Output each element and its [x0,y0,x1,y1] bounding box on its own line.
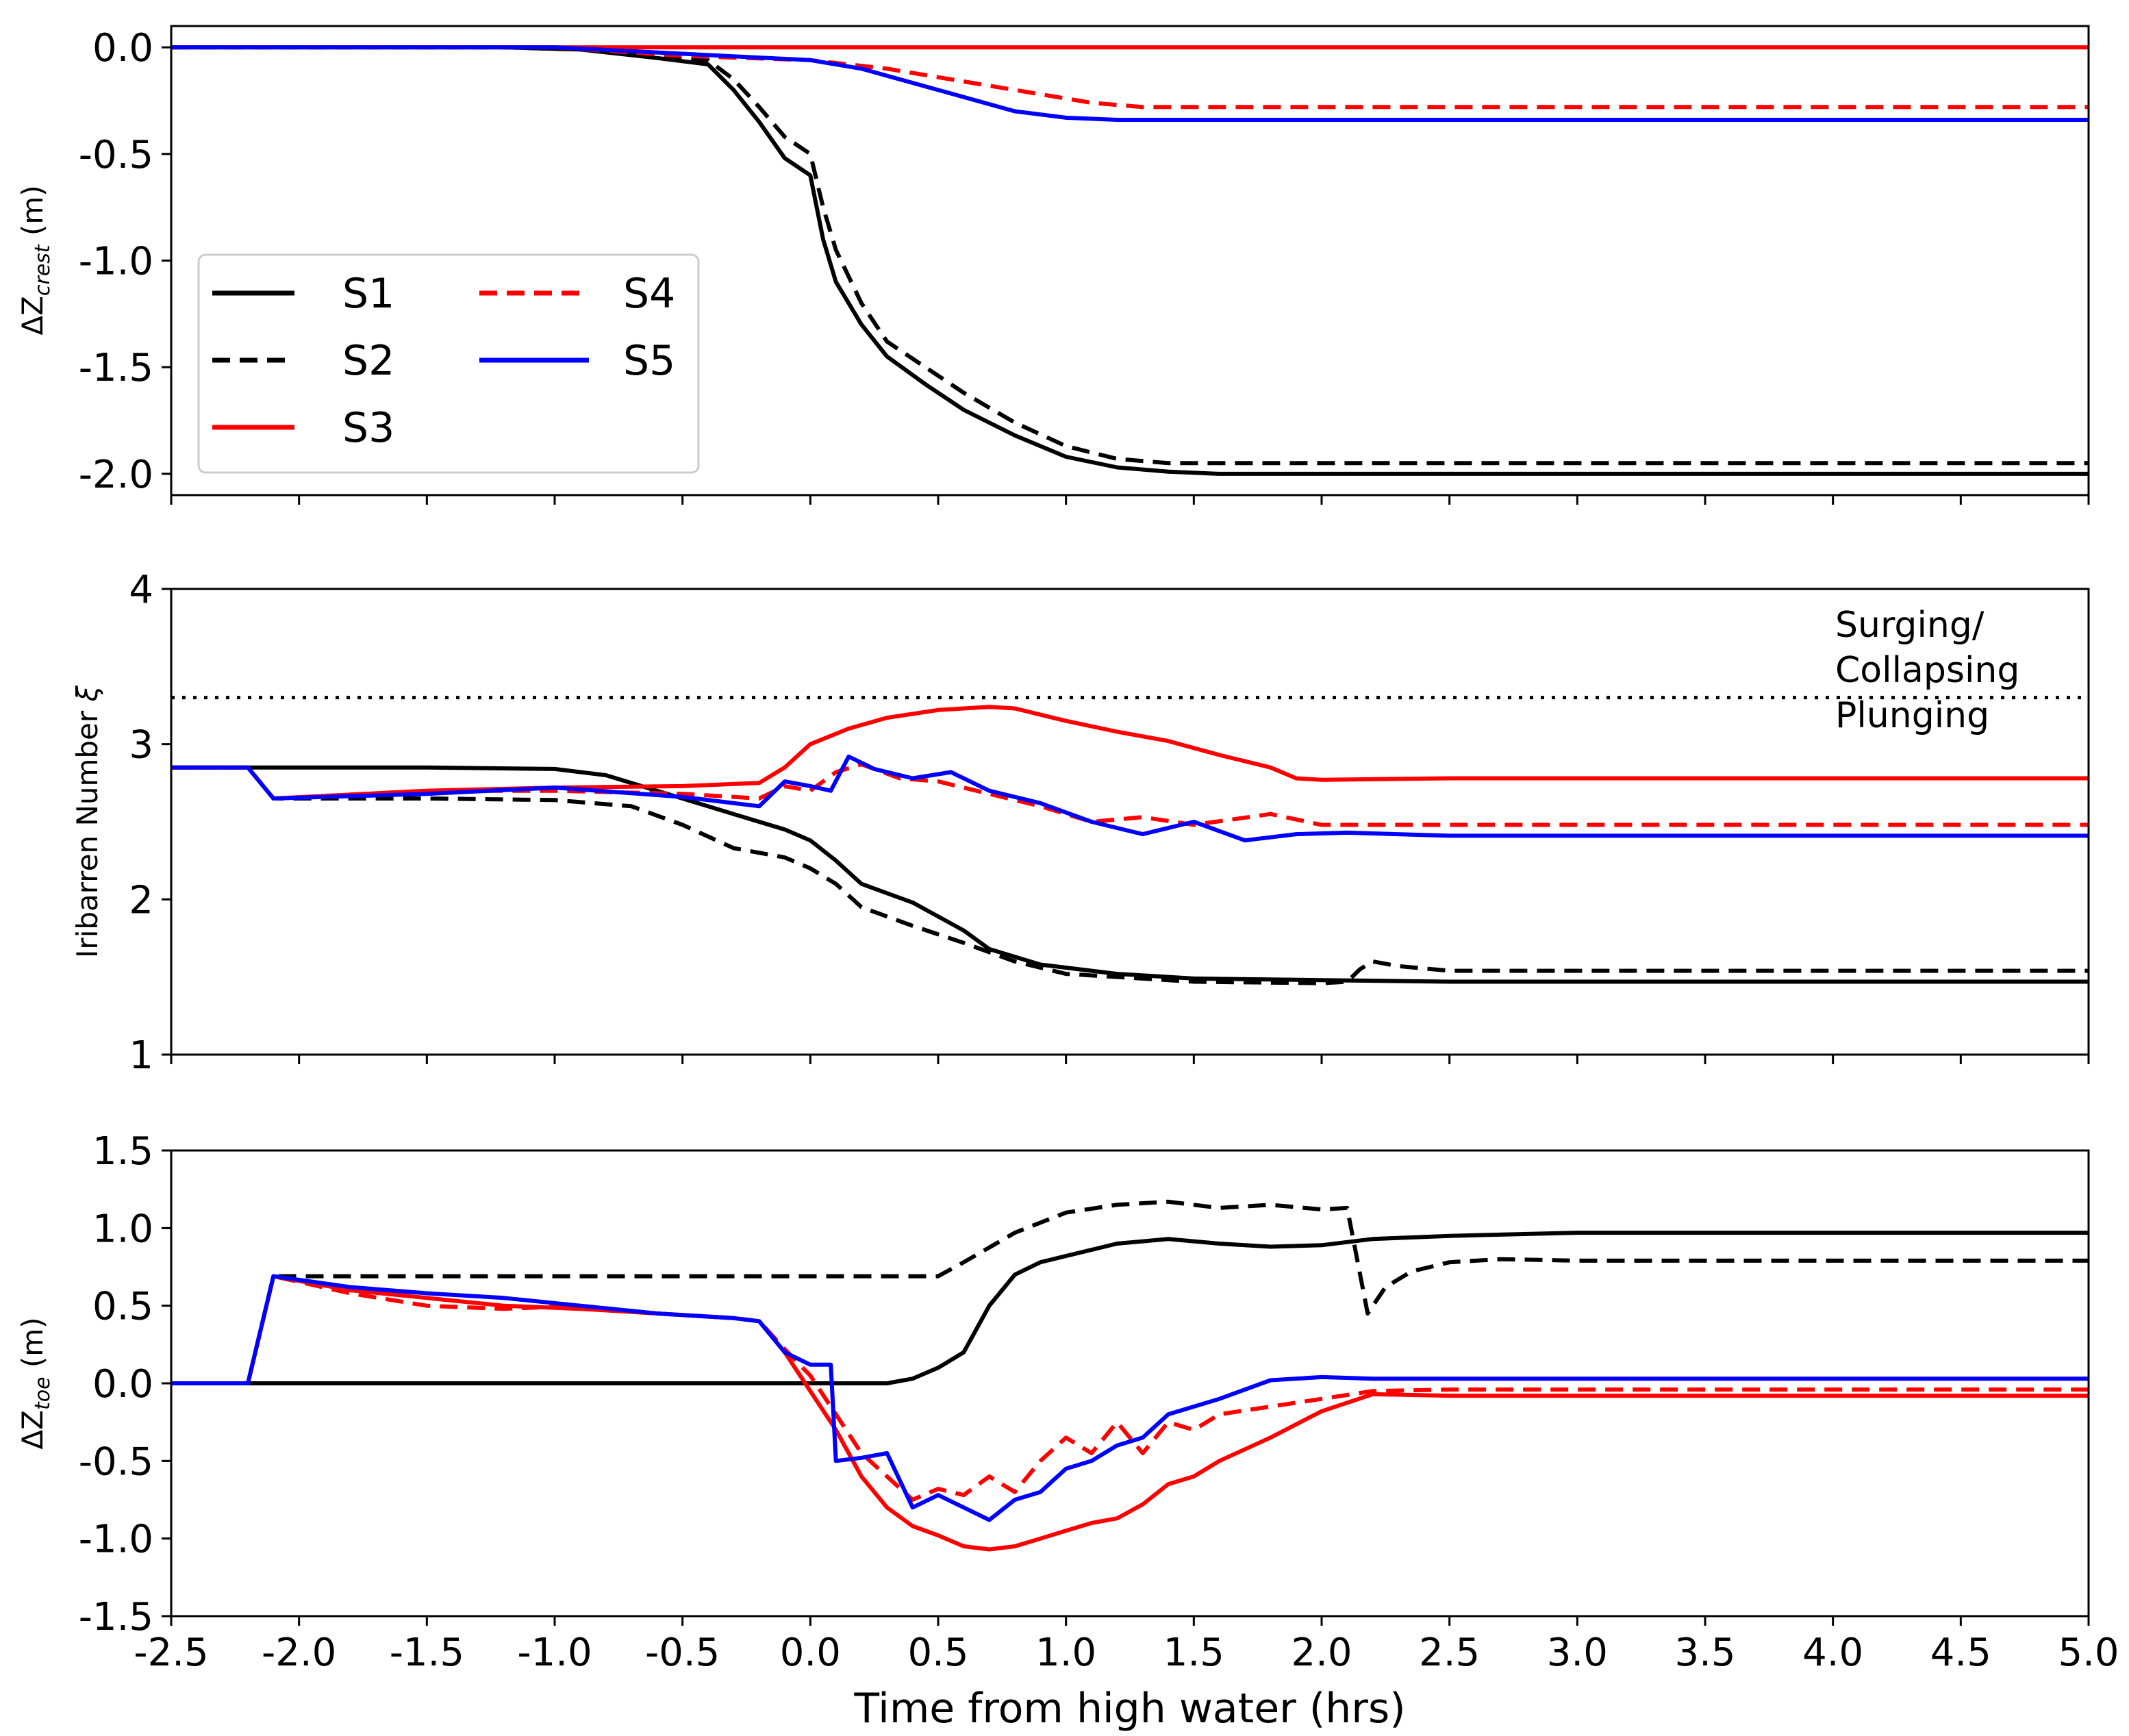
y-tick-label: -0.5 [79,1439,153,1484]
panel-bottom-yticks: 1.5 1.0 0.5 0.0 -0.5 -1.0 -1.5 [79,1129,171,1639]
x-tick-label: 4.5 [1930,1631,1991,1675]
y-tick-label: -2.0 [79,453,153,497]
x-tick-label: 2.5 [1419,1631,1480,1675]
panel-middle-frame [170,588,2090,1056]
x-tick-label: 3.5 [1674,1631,1735,1675]
panel-top-ylabel: ΔZcrest (m) [16,185,55,335]
y-tick-label: -1.5 [79,1595,153,1639]
panel-bottom: 1.5 1.0 0.5 0.0 -0.5 -1.0 -1.5 -2.5 -2.0 -1.5 -1.… [16,1129,2119,1733]
y-tick-label: 0.0 [92,1362,153,1407]
legend-label-s2: S2 [342,337,394,385]
series-s2-line [171,1199,2089,1385]
annotation-surging: Surging/ [1835,605,1985,646]
panel-top: 0.0 -0.5 -1.0 -1.5 -2.0 ΔZcrest (m) S1 S2 S3… [16,25,2090,505]
y-tick-label: 3 [129,723,153,768]
panel-middle-ylabel: Iribarren Number ξ [71,685,104,957]
series-s5-line [171,754,2089,843]
x-tick-label: 4.0 [1802,1631,1863,1675]
legend-frame [197,253,700,474]
series-s5-line [171,45,2089,122]
x-tick-label: -1.5 [390,1631,464,1675]
panel-bottom-ylabel: ΔZtoe (m) [16,1317,55,1449]
panel-bottom-series [171,1199,2089,1552]
y-tick-label: 1.0 [92,1207,153,1251]
panel-top-series [171,45,2089,476]
panel-bottom-frame [170,1149,2090,1618]
x-axis-label: Time from high water (hrs) [853,1685,1405,1733]
y-tick-label: -1.5 [79,346,153,390]
x-tick-label: 0.0 [780,1631,841,1675]
x-tick-label: 1.0 [1035,1631,1096,1675]
y-tick-label: -0.5 [79,133,153,177]
panel-bottom-xticks: -2.5 -2.0 -1.5 -1.0 -0.5 0.0 0.5 1.0 1.5 2.0 2.5 3.… [134,1616,2119,1675]
panel-top-yticks: 0.0 -0.5 -1.0 -1.5 -2.0 [79,26,171,497]
series-s1-line [171,765,2089,984]
legend-label-s5: S5 [623,337,675,385]
panel-middle: 1 2 3 4 Iribarren Number ξ Surging/ Collaps… [71,568,2090,1078]
x-tick-label: 5.0 [2058,1631,2119,1675]
x-tick-label: -2.0 [262,1631,336,1675]
y-tick-label: -1.0 [79,240,153,284]
y-tick-label: 2 [129,878,153,922]
x-tick-label: 2.0 [1291,1631,1352,1675]
x-tick-label: 3.0 [1547,1631,1608,1675]
annotation-collapsing: Collapsing [1835,650,2019,691]
y-tick-label: -1.0 [79,1518,153,1562]
series-s4-line [171,1274,2089,1502]
legend-label-s1: S1 [342,270,394,318]
series-s2-line [171,765,2089,985]
panel-middle-series [171,705,2089,985]
panel-top-frame [170,25,2090,496]
series-s1-line [171,1231,2089,1385]
x-tick-label: 1.5 [1163,1631,1224,1675]
legend-label-s3: S3 [342,404,394,452]
annotation-plunging: Plunging [1835,695,1989,736]
x-tick-label: -0.5 [645,1631,720,1675]
y-tick-label: 4 [129,568,153,612]
panel-top-xticks [170,495,2090,505]
panel-middle-xticks [170,1055,2090,1064]
legend: S1 S2 S3 S4 S5 [197,253,700,474]
x-tick-label: -1.0 [517,1631,592,1675]
y-tick-label: 1 [129,1033,153,1078]
y-tick-label: 0.5 [92,1285,153,1329]
series-s5-line [171,1274,2089,1522]
panel-middle-yticks: 1 2 3 4 [129,568,171,1078]
x-tick-label: -2.5 [134,1631,208,1675]
y-tick-label: 0.0 [92,26,153,71]
series-s1-line [171,45,2089,476]
x-tick-label: 0.5 [907,1631,968,1675]
legend-label-s4: S4 [623,270,675,318]
y-tick-label: 1.5 [92,1129,153,1174]
